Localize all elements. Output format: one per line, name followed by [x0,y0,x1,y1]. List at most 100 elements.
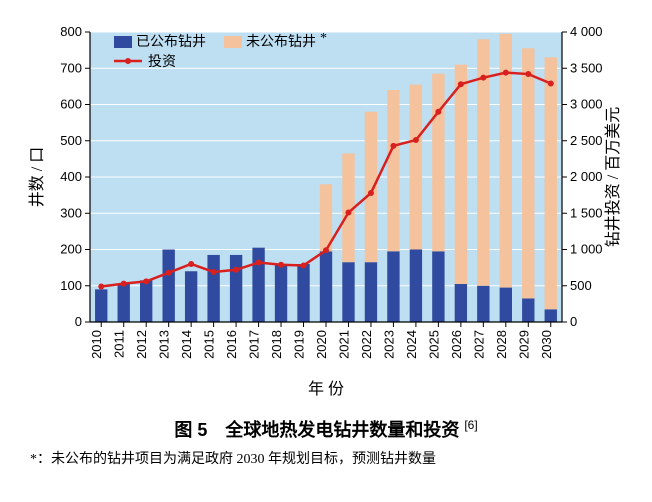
bar-announced [320,251,332,322]
marker-investment [390,143,396,149]
x-tick-label: 2013 [157,330,172,359]
x-axis-label: 年 份 [308,380,344,398]
caption-prefix: 图 5 [174,420,207,440]
bar-announced [545,309,557,322]
y1-tick-label: 100 [60,278,82,293]
y2-tick-label: 4 000 [570,24,603,39]
figure-footnote: *：未公布的钻井项目为满足政府 2030 年规划目标，预测钻井数量 [20,448,632,468]
y2-tick-label: 1 500 [570,205,603,220]
marker-investment [345,210,351,216]
bar-announced [342,262,354,322]
bar-unannounced [365,112,377,262]
x-tick-label: 2018 [269,330,284,359]
marker-investment [233,267,239,273]
x-tick-label: 2029 [516,330,531,359]
footnote-text: 未公布的钻井项目为满足政府 2030 年规划目标，预测钻井数量 [51,452,436,467]
x-tick-label: 2019 [292,330,307,359]
bar-announced [410,250,422,323]
x-tick-label: 2022 [359,330,374,359]
y1-axis-label: 井数 / 口 [28,147,46,207]
bar-announced [432,251,444,322]
legend-label-announced: 已公布钻井 [136,34,206,50]
y1-tick-label: 700 [60,60,82,75]
marker-investment [301,262,307,268]
marker-investment [480,75,486,81]
marker-investment [458,81,464,87]
y2-tick-label: 0 [570,314,577,329]
x-tick-label: 2024 [404,330,419,359]
y1-tick-label: 0 [75,314,82,329]
bar-unannounced [410,85,422,250]
bar-announced [297,264,309,322]
marker-investment [188,261,194,267]
bar-unannounced [455,65,467,284]
bar-announced [275,264,287,322]
marker-investment [435,109,441,115]
figure-caption: 图 5 全球地热发电钻井数量和投资 [6] [20,416,632,442]
marker-investment [143,278,149,284]
legend-label-investment: 投资 [148,54,176,70]
caption-ref: [6] [464,418,477,432]
y2-tick-label: 3 500 [570,60,603,75]
y2-tick-label: 2 000 [570,169,603,184]
x-tick-label: 2028 [494,330,509,359]
x-tick-label: 2020 [314,330,329,359]
x-tick-label: 2011 [112,330,127,358]
marker-investment [211,269,217,275]
bar-announced [140,280,152,322]
bar-announced [118,284,130,322]
marker-investment [368,190,374,196]
y1-tick-label: 400 [60,169,82,184]
x-tick-label: 2014 [179,330,194,359]
marker-investment [413,137,419,143]
y2-axis-label: 钻井投资 / 百万美元 [604,107,622,247]
y2-tick-label: 1 000 [570,242,603,257]
footnote-marker: *： [30,452,51,467]
x-tick-label: 2025 [426,330,441,359]
marker-investment [503,70,509,76]
y1-tick-label: 200 [60,242,82,257]
legend-unannounced-marker: * [320,31,327,46]
legend-label-unannounced: 未公布钻井 [246,34,316,50]
marker-investment [278,262,284,268]
bar-announced [522,298,534,322]
bar-announced [185,271,197,322]
y2-tick-label: 500 [570,278,592,293]
marker-investment [548,80,554,86]
bar-unannounced [387,90,399,251]
x-tick-label: 2015 [202,330,217,359]
bar-announced [207,255,219,322]
x-tick-label: 2023 [381,330,396,359]
bar-announced [365,262,377,322]
y1-tick-label: 600 [60,97,82,112]
marker-investment [98,283,104,289]
legend-marker-investment [125,58,131,64]
bar-unannounced [545,57,557,309]
x-tick-label: 2017 [247,330,262,359]
marker-investment [525,71,531,77]
bar-announced [162,250,174,323]
x-tick-label: 2016 [224,330,239,359]
x-tick-label: 2026 [449,330,464,359]
x-tick-label: 2030 [539,330,554,359]
bar-announced [95,289,107,322]
bar-announced [455,284,467,322]
chart-svg: 0 100 200 300 400 500 600 700 800 0 500 1 000 1 500 2… [20,20,632,400]
x-tick-label: 2021 [336,330,351,359]
x-tick-label: 2010 [89,330,104,359]
x-tick-label: 2027 [471,330,486,359]
y1-tick-label: 800 [60,24,82,39]
bar-announced [387,251,399,322]
marker-investment [256,260,262,266]
bar-unannounced [432,74,444,252]
y1-tick-label: 500 [60,133,82,148]
bar-announced [500,288,512,322]
y2-tick-label: 3 000 [570,97,603,112]
chart-container: 0 100 200 300 400 500 600 700 800 0 500 1 000 1 500 2… [20,20,632,400]
bar-unannounced [522,48,534,298]
y1-tick-label: 300 [60,205,82,220]
bar-announced [252,248,264,322]
bar-announced [477,286,489,322]
marker-investment [121,281,127,287]
legend-swatch-announced [114,36,132,48]
